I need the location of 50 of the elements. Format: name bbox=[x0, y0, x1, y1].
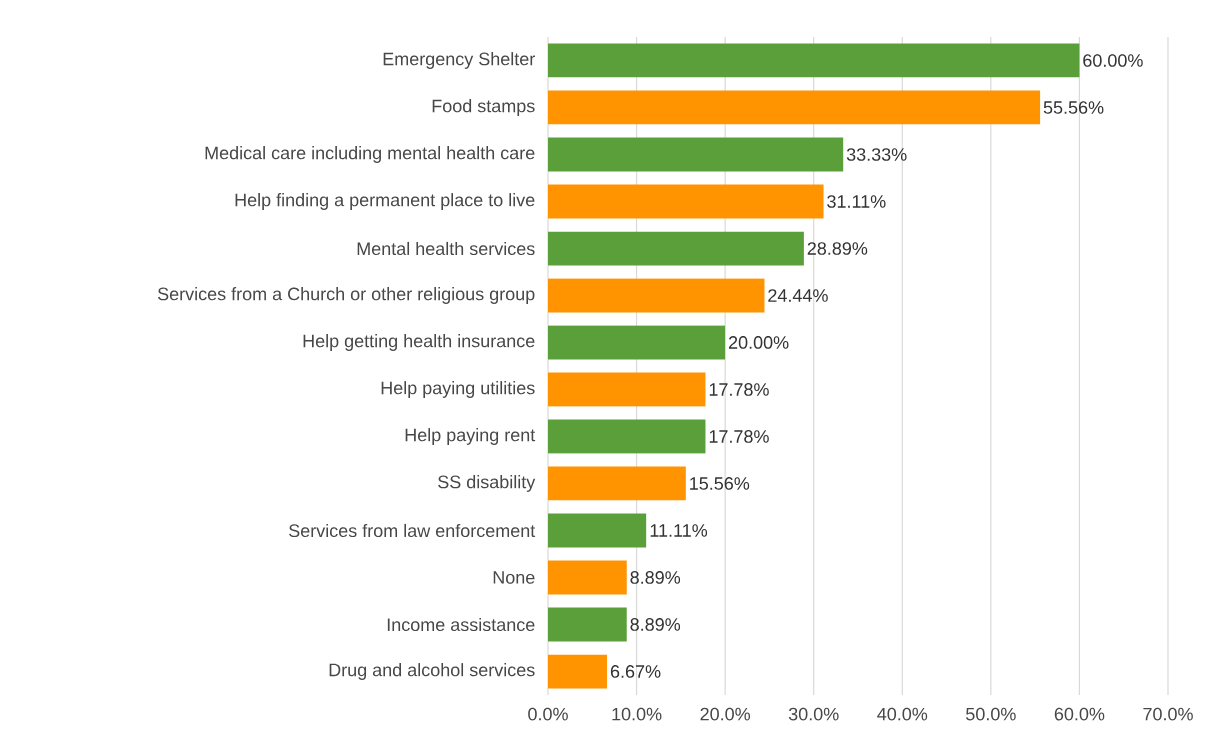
y-tick-label: Services from law enforcement bbox=[289, 523, 536, 538]
y-tick-label: Services from a Church or other religious group bbox=[157, 287, 535, 304]
bar bbox=[548, 90, 1041, 125]
x-tick-label: 60.0% bbox=[1054, 707, 1105, 721]
bar bbox=[548, 513, 647, 548]
x-tick-label: 30.0% bbox=[788, 707, 839, 721]
x-tick-label: 10.0% bbox=[612, 707, 662, 721]
bar bbox=[548, 372, 706, 407]
data-label: 17.78% bbox=[709, 383, 769, 396]
data-label: 11.11% bbox=[650, 524, 708, 537]
y-tick-label: Medical care including mental health care bbox=[205, 146, 535, 163]
data-label: 15.56% bbox=[690, 477, 750, 490]
data-label: 33.33% bbox=[846, 148, 907, 161]
bar bbox=[548, 278, 765, 313]
data-label: 8.89% bbox=[630, 571, 681, 584]
bar bbox=[548, 419, 706, 454]
bar bbox=[548, 325, 726, 360]
data-label: 55.56% bbox=[1043, 101, 1104, 114]
x-tick-label: 70.0% bbox=[1143, 707, 1193, 721]
y-tick-label: Help paying rent bbox=[405, 428, 536, 445]
y-tick-label: Income assistance bbox=[387, 617, 535, 632]
data-label: 17.78% bbox=[709, 430, 769, 443]
x-tick-label: 50.0% bbox=[966, 707, 1016, 721]
y-tick-label: Food stamps bbox=[432, 99, 535, 116]
y-tick-label: Mental health services bbox=[357, 241, 535, 256]
data-label: 31.11% bbox=[827, 195, 886, 208]
bar bbox=[548, 184, 824, 219]
data-label: 60.00% bbox=[1083, 54, 1143, 67]
y-tick-label: Drug and alcohol services bbox=[329, 663, 535, 680]
x-tick-label: 40.0% bbox=[877, 707, 928, 721]
bar bbox=[548, 560, 627, 595]
data-label: 8.89% bbox=[630, 618, 681, 631]
x-tick-label: 0.0% bbox=[528, 707, 568, 721]
data-label: 28.89% bbox=[807, 242, 868, 255]
data-label: 6.67% bbox=[610, 665, 661, 678]
y-tick-label: Help getting health insurance bbox=[303, 334, 535, 351]
data-label: 24.44% bbox=[768, 289, 828, 302]
bar bbox=[548, 607, 627, 642]
y-tick-label: None bbox=[493, 571, 535, 584]
data-label: 20.00% bbox=[728, 336, 789, 349]
y-tick-label: Emergency Shelter bbox=[383, 52, 535, 69]
y-tick-label: SS disability bbox=[438, 475, 536, 492]
bar bbox=[548, 43, 1080, 78]
y-tick-label: Help finding a permanent place to live bbox=[235, 193, 535, 210]
bar bbox=[548, 137, 844, 172]
bar bbox=[548, 466, 686, 501]
bar bbox=[548, 654, 608, 689]
bar bbox=[548, 231, 804, 266]
x-tick-label: 20.0% bbox=[700, 707, 751, 721]
y-tick-label: Help paying utilities bbox=[381, 381, 535, 398]
